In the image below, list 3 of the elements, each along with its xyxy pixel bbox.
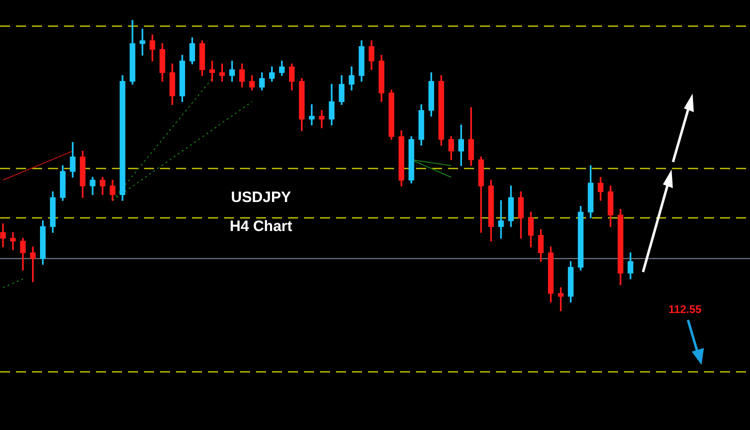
text: USDJPY: [230, 189, 292, 206]
text: 112.55: [668, 304, 702, 316]
text: H4 Chart: [230, 218, 292, 235]
